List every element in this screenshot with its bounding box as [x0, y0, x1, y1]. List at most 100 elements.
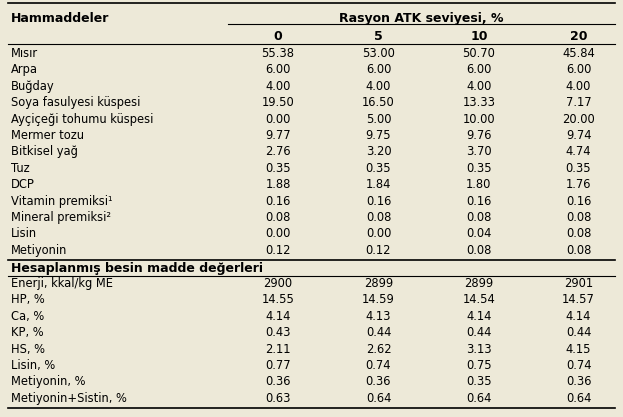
- Text: Buğday: Buğday: [11, 80, 54, 93]
- Text: 0.08: 0.08: [265, 211, 291, 224]
- Text: Lisin: Lisin: [11, 227, 37, 240]
- Text: 0.44: 0.44: [566, 326, 591, 339]
- Text: 0.16: 0.16: [566, 195, 591, 208]
- Text: 6.00: 6.00: [466, 63, 492, 76]
- Text: 6.00: 6.00: [566, 63, 591, 76]
- Text: 5: 5: [374, 30, 383, 43]
- Text: 53.00: 53.00: [362, 47, 395, 60]
- Text: 4.00: 4.00: [566, 80, 591, 93]
- Text: 0.08: 0.08: [566, 244, 591, 257]
- Text: 10.00: 10.00: [463, 113, 495, 126]
- Text: 0.75: 0.75: [466, 359, 492, 372]
- Text: 13.33: 13.33: [462, 96, 495, 109]
- Text: 45.84: 45.84: [562, 47, 595, 60]
- Text: 0.36: 0.36: [265, 375, 291, 388]
- Text: 9.77: 9.77: [265, 129, 291, 142]
- Text: Soya fasulyesi küspesi: Soya fasulyesi küspesi: [11, 96, 140, 109]
- Text: 2.11: 2.11: [265, 343, 291, 356]
- Text: 0.63: 0.63: [265, 392, 291, 405]
- Text: KP, %: KP, %: [11, 326, 44, 339]
- Text: 55.38: 55.38: [262, 47, 295, 60]
- Text: 0.74: 0.74: [366, 359, 391, 372]
- Text: 14.59: 14.59: [362, 294, 395, 306]
- Text: 0.77: 0.77: [265, 359, 291, 372]
- Text: 4.14: 4.14: [265, 310, 291, 323]
- Text: 2901: 2901: [564, 277, 593, 290]
- Text: 0.36: 0.36: [566, 375, 591, 388]
- Text: 9.76: 9.76: [466, 129, 492, 142]
- Text: 2899: 2899: [364, 277, 393, 290]
- Text: Metiyonin+Sistin, %: Metiyonin+Sistin, %: [11, 392, 126, 405]
- Text: 0.64: 0.64: [466, 392, 492, 405]
- Text: Rasyon ATK seviyesi, %: Rasyon ATK seviyesi, %: [340, 12, 504, 25]
- Text: Bitkisel yağ: Bitkisel yağ: [11, 146, 78, 158]
- Text: Tuz: Tuz: [11, 162, 29, 175]
- Text: 0.16: 0.16: [466, 195, 492, 208]
- Text: 1.88: 1.88: [265, 178, 291, 191]
- Text: 3.70: 3.70: [466, 146, 492, 158]
- Text: 0.12: 0.12: [265, 244, 291, 257]
- Text: DCP: DCP: [11, 178, 34, 191]
- Text: 0.64: 0.64: [366, 392, 391, 405]
- Text: 10: 10: [470, 30, 488, 43]
- Text: 0.44: 0.44: [366, 326, 391, 339]
- Text: HP, %: HP, %: [11, 294, 44, 306]
- Text: Hammaddeler: Hammaddeler: [11, 12, 109, 25]
- Text: 0.00: 0.00: [366, 227, 391, 240]
- Text: 4.00: 4.00: [466, 80, 492, 93]
- Text: 0.08: 0.08: [566, 227, 591, 240]
- Text: 0.16: 0.16: [366, 195, 391, 208]
- Text: 0.08: 0.08: [366, 211, 391, 224]
- Text: 0.74: 0.74: [566, 359, 591, 372]
- Text: 0.64: 0.64: [566, 392, 591, 405]
- Text: 20: 20: [570, 30, 587, 43]
- Text: 16.50: 16.50: [362, 96, 395, 109]
- Text: 5.00: 5.00: [366, 113, 391, 126]
- Text: Arpa: Arpa: [11, 63, 38, 76]
- Text: Metiyonin: Metiyonin: [11, 244, 67, 257]
- Text: 14.57: 14.57: [562, 294, 595, 306]
- Text: Mineral premiksi²: Mineral premiksi²: [11, 211, 111, 224]
- Text: 9.75: 9.75: [366, 129, 391, 142]
- Text: 0.36: 0.36: [366, 375, 391, 388]
- Text: Metiyonin, %: Metiyonin, %: [11, 375, 85, 388]
- Text: 3.20: 3.20: [366, 146, 391, 158]
- Text: 4.14: 4.14: [566, 310, 591, 323]
- Text: Lisin, %: Lisin, %: [11, 359, 55, 372]
- Text: 0.43: 0.43: [265, 326, 291, 339]
- Text: 6.00: 6.00: [366, 63, 391, 76]
- Text: 6.00: 6.00: [265, 63, 291, 76]
- Text: 14.54: 14.54: [463, 294, 495, 306]
- Text: 2899: 2899: [464, 277, 493, 290]
- Text: 0.08: 0.08: [466, 244, 492, 257]
- Text: Ayçiçeği tohumu küspesi: Ayçiçeği tohumu küspesi: [11, 113, 153, 126]
- Text: 0.00: 0.00: [265, 227, 291, 240]
- Text: 0.16: 0.16: [265, 195, 291, 208]
- Text: 0.35: 0.35: [466, 375, 492, 388]
- Text: 9.74: 9.74: [566, 129, 591, 142]
- Text: 0.35: 0.35: [566, 162, 591, 175]
- Text: 2.62: 2.62: [366, 343, 391, 356]
- Text: 19.50: 19.50: [262, 96, 295, 109]
- Text: 0.04: 0.04: [466, 227, 492, 240]
- Text: 3.13: 3.13: [466, 343, 492, 356]
- Text: 7.17: 7.17: [566, 96, 591, 109]
- Text: 4.14: 4.14: [466, 310, 492, 323]
- Text: 4.74: 4.74: [566, 146, 591, 158]
- Text: 0.44: 0.44: [466, 326, 492, 339]
- Text: 0: 0: [273, 30, 282, 43]
- Text: 0.08: 0.08: [566, 211, 591, 224]
- Text: 14.55: 14.55: [262, 294, 295, 306]
- Text: 4.00: 4.00: [366, 80, 391, 93]
- Text: 0.08: 0.08: [466, 211, 492, 224]
- Text: 4.15: 4.15: [566, 343, 591, 356]
- Text: 2.76: 2.76: [265, 146, 291, 158]
- Text: Hesaplanmış besin madde değerleri: Hesaplanmış besin madde değerleri: [11, 262, 263, 275]
- Text: 4.13: 4.13: [366, 310, 391, 323]
- Text: Mermer tozu: Mermer tozu: [11, 129, 83, 142]
- Text: HS, %: HS, %: [11, 343, 45, 356]
- Text: 4.00: 4.00: [265, 80, 291, 93]
- Text: 0.35: 0.35: [366, 162, 391, 175]
- Text: 2900: 2900: [264, 277, 293, 290]
- Text: 1.76: 1.76: [566, 178, 591, 191]
